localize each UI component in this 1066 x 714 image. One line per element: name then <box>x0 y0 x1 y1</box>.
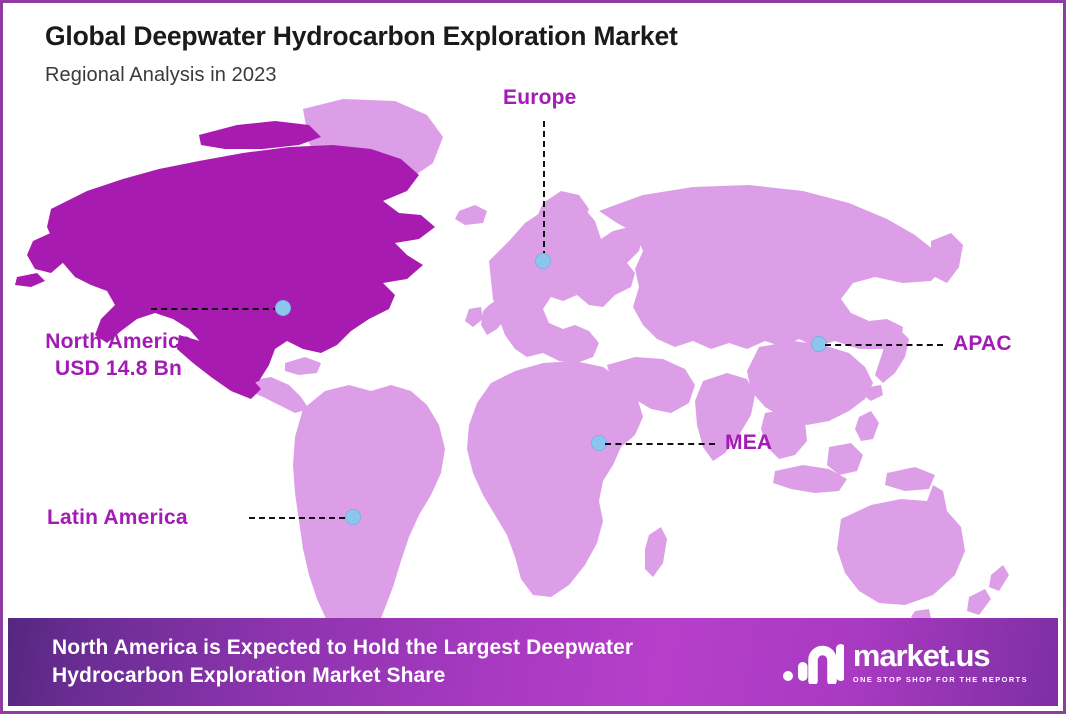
region-label-mea[interactable]: MEA <box>725 431 773 454</box>
world-map-svg <box>15 99 1009 621</box>
region-label-europe[interactable]: Europe <box>503 86 577 109</box>
map-region-east-asia <box>747 341 873 425</box>
map-region-middle-east <box>607 357 695 413</box>
footer-statement: North America is Expected to Hold the La… <box>52 634 633 690</box>
map-region-south-america <box>293 385 445 621</box>
map-region-madagascar <box>645 527 667 577</box>
map-region-baffin[interactable] <box>293 151 347 183</box>
region-label-apac[interactable]: APAC <box>953 332 1012 355</box>
map-region-borneo <box>827 443 863 475</box>
footer-statement-line-1: North America is Expected to Hold the La… <box>52 635 634 659</box>
map-region-scandinavia <box>537 191 589 255</box>
map-region-japan-south <box>863 385 883 401</box>
footer-banner: North America is Expected to Hold the La… <box>8 618 1058 706</box>
region-label-latin-america[interactable]: Latin America <box>47 506 188 529</box>
map-region-europe <box>489 203 643 363</box>
market-us-logo[interactable]: market.us ONE STOP SHOP FOR THE REPORTS <box>782 640 1040 684</box>
map-region-north-america[interactable] <box>47 145 435 387</box>
map-region-new-guinea <box>885 467 935 491</box>
map-region-aleutians[interactable] <box>15 273 45 287</box>
map-region-central-america <box>249 377 309 413</box>
map-region-new-zealand-south <box>967 589 991 615</box>
bars-signal-icon <box>782 644 844 684</box>
map-region-indonesia <box>773 465 847 493</box>
map-region-india <box>695 373 755 461</box>
world-map-container <box>3 91 1063 621</box>
map-region-new-zealand <box>989 565 1009 591</box>
map-region-ireland <box>465 307 483 327</box>
header: Global Deepwater Hydrocarbon Exploration… <box>45 21 945 87</box>
map-region-british-isles <box>481 297 509 335</box>
map-region-mexico[interactable] <box>177 335 261 399</box>
page-subtitle: Regional Analysis in 2023 <box>45 64 277 86</box>
map-region-philippines <box>855 411 879 441</box>
page-title: Global Deepwater Hydrocarbon Exploration… <box>45 21 678 51</box>
map-region-caribbean <box>285 357 321 375</box>
logo-text-block: market.us ONE STOP SHOP FOR THE REPORTS <box>853 640 1028 684</box>
map-region-southeast-asia <box>761 409 807 459</box>
map-region-north-asia <box>599 185 943 349</box>
region-value-north-america: USD 14.8 Bn <box>54 356 183 380</box>
map-region-australia <box>837 485 965 605</box>
region-label-north-america-name: North America <box>45 330 192 353</box>
map-region-alaska[interactable] <box>27 231 69 273</box>
map-region-kamchatka <box>931 233 963 283</box>
logo-tagline: ONE STOP SHOP FOR THE REPORTS <box>852 675 1028 684</box>
region-label-north-america[interactable]: North America USD 14.8 Bn <box>21 329 216 383</box>
map-region-japan <box>875 329 909 383</box>
logo-wordmark: market.us <box>852 638 991 673</box>
map-region-africa <box>467 361 643 597</box>
map-base-regions <box>249 99 1009 621</box>
map-region-canadian-arctic[interactable] <box>199 121 321 149</box>
map-highlight-north-america[interactable] <box>15 121 435 399</box>
map-region-iceland <box>455 205 487 225</box>
footer-statement-line-2: Hydrocarbon Exploration Market Share <box>52 664 446 687</box>
